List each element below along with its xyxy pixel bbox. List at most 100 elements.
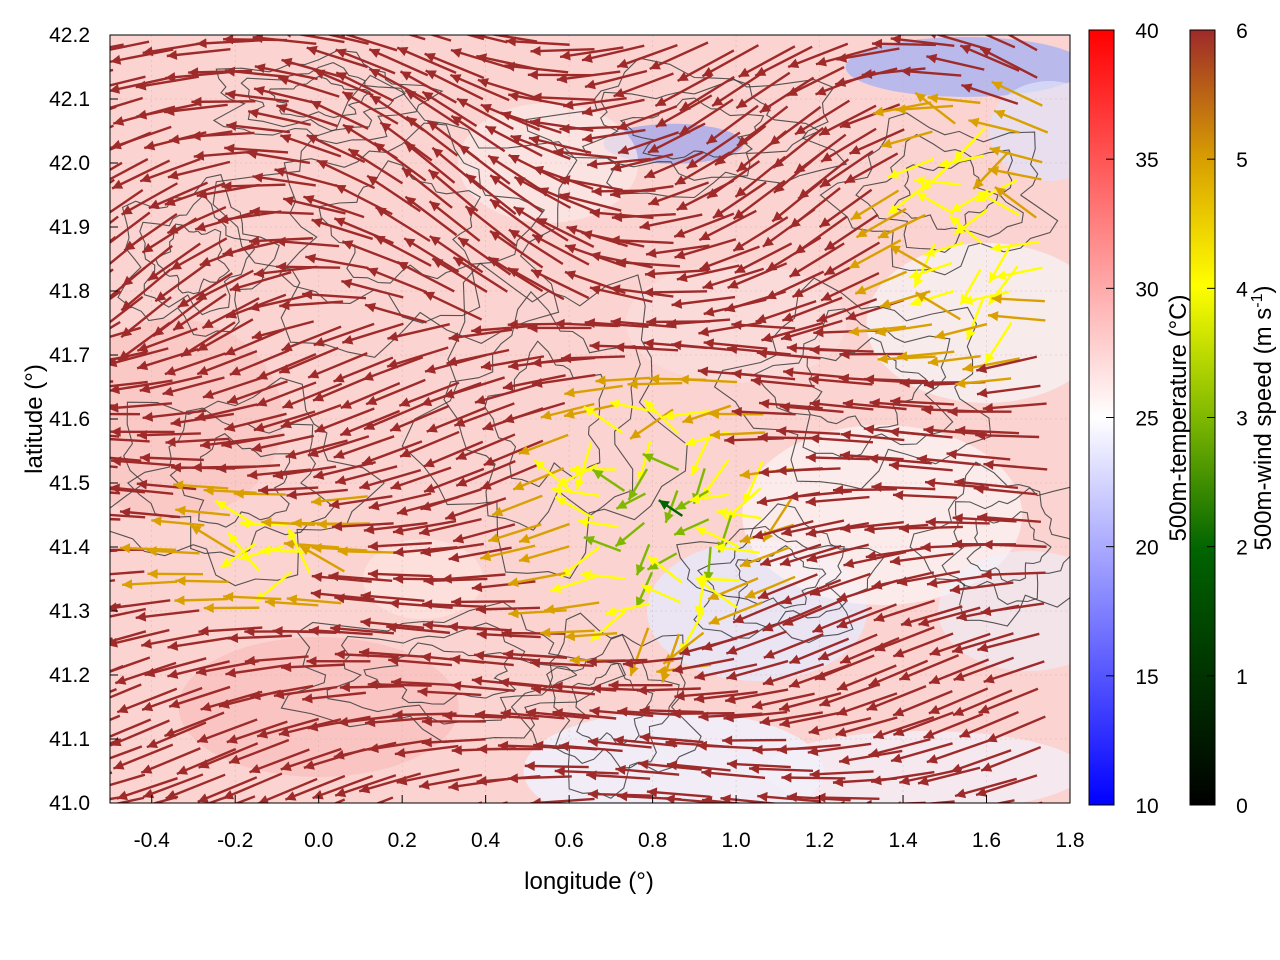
wind-vector (449, 73, 510, 102)
wind-vector (755, 299, 817, 324)
wind-vector (805, 495, 870, 507)
wind-vector (720, 794, 781, 803)
wind-vector (450, 114, 506, 153)
wind-vector (977, 632, 1040, 653)
wind-vector (671, 295, 736, 309)
wind-vector (405, 115, 459, 157)
wind-vector (987, 311, 1046, 322)
wind-vector (530, 45, 595, 56)
wind-vector (258, 485, 319, 495)
wind-vector (909, 290, 954, 307)
wind-vector (609, 284, 674, 298)
wind-vector (110, 570, 145, 576)
wind-vector (110, 599, 171, 613)
wind-vector (423, 575, 488, 586)
wind-vector (339, 35, 398, 52)
wind-vector (734, 155, 787, 198)
wind-vector (779, 402, 844, 414)
wind-vector (553, 147, 618, 160)
wind-vector (198, 742, 259, 769)
wind-vector (177, 272, 233, 309)
wind-vector (968, 117, 1021, 134)
wind-vector (135, 609, 200, 622)
wind-vector (287, 527, 311, 574)
wind-vector (646, 555, 683, 584)
wind-vector (814, 654, 875, 681)
wind-vector (110, 456, 142, 462)
wind-vector (253, 85, 317, 105)
wind-vector (312, 374, 373, 402)
wind-vector (809, 433, 874, 444)
wind-vector (724, 688, 789, 705)
wind-vector (923, 241, 965, 257)
wind-vector (110, 266, 147, 299)
wind-vector (581, 128, 646, 144)
wind-vector (673, 212, 735, 238)
terrain-contour (525, 57, 848, 199)
wind-vector (839, 800, 845, 803)
wind-vector (759, 711, 824, 727)
wind-vector (507, 266, 565, 301)
wind-vector (151, 795, 179, 803)
wind-vector (608, 680, 673, 691)
wind-vector (278, 346, 339, 374)
x-tick-label: 1.2 (805, 829, 834, 852)
wind-vector (202, 376, 265, 399)
wind-vector (110, 687, 117, 694)
wind-vector (249, 206, 314, 217)
wind-vector (167, 660, 230, 679)
wind-vector (952, 689, 1013, 717)
wind-vector (639, 732, 704, 744)
wind-vector (403, 237, 460, 273)
wind-vector (613, 735, 678, 747)
wind-vector (927, 93, 981, 105)
wind-vector (982, 402, 1047, 413)
wind-vector (421, 90, 478, 128)
wind-vector (251, 320, 315, 341)
wind-vector (518, 433, 569, 455)
y-tick-label: 41.7 (49, 344, 90, 367)
wind-vector (977, 512, 1042, 523)
wind-vector (809, 572, 871, 597)
wind-vector (447, 621, 512, 632)
wind-vector (309, 100, 369, 130)
wind-vector (172, 293, 227, 332)
x-tick-label: 0.2 (388, 829, 417, 852)
wind-vector (110, 578, 116, 583)
wind-vector (375, 796, 394, 803)
wind-vector (194, 403, 258, 422)
wind-vector (503, 401, 566, 424)
wind-vector (962, 357, 1020, 373)
wind-vector (977, 191, 1020, 217)
wind-vector (358, 772, 422, 794)
wind-vector (921, 159, 956, 192)
wind-vector (279, 133, 342, 158)
wind-vector (399, 70, 457, 104)
wind-vector (224, 328, 285, 356)
wind-vector (224, 66, 289, 79)
wind-vector (627, 379, 683, 390)
wind-vector (396, 260, 455, 293)
wind-vector (110, 320, 121, 330)
wind-vector (136, 327, 198, 352)
wind-vector (228, 805, 287, 830)
wind-vector (281, 662, 346, 673)
wind-vector (706, 160, 761, 200)
wind-vector (835, 716, 898, 737)
wind-vector (110, 124, 114, 129)
temperature-patch (458, 103, 639, 223)
wind-vector (110, 456, 175, 467)
wind-vector (206, 795, 229, 803)
wind-vector (843, 152, 899, 185)
wind-vector (976, 384, 1041, 398)
wind-vector (367, 569, 432, 580)
wind-vector (927, 354, 981, 367)
wind-vector (533, 459, 573, 493)
wind-vector (120, 182, 178, 216)
wind-vector (119, 507, 181, 519)
temperature-patch (845, 37, 1070, 97)
wind-vector (368, 67, 427, 101)
wind-vector (226, 720, 288, 744)
wind-vector (890, 742, 953, 764)
wind-vector (200, 690, 263, 712)
